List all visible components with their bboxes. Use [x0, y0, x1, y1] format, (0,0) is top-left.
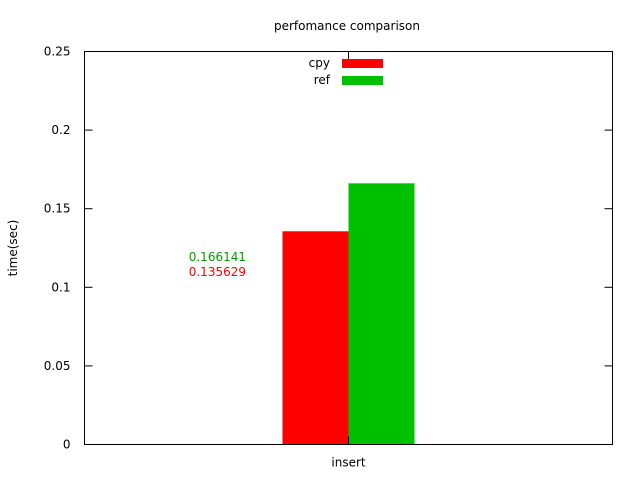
- legend-label-cpy: cpy: [309, 56, 330, 70]
- y-tick-label: 0.05: [44, 359, 71, 373]
- y-tick-label: 0.2: [51, 123, 70, 137]
- legend: cpy ref: [309, 56, 383, 87]
- bar-cpy: [282, 231, 349, 445]
- bars: [282, 183, 415, 445]
- value-annotation: 0.166141: [189, 250, 246, 264]
- value-annotation: 0.135629: [189, 265, 246, 279]
- bar-ref: [348, 183, 415, 445]
- x-axis: insert: [331, 51, 366, 470]
- legend-swatch-ref: [342, 76, 383, 85]
- legend-swatch-cpy: [342, 59, 383, 68]
- plot-frame: [84, 51, 613, 445]
- y-axis: 0 0.05 0.1 0.15 0.2 0.25: [44, 45, 613, 452]
- legend-label-ref: ref: [314, 73, 331, 87]
- y-tick-label: 0: [63, 438, 71, 452]
- y-tick-label: 0.25: [44, 45, 71, 59]
- chart-title: perfomance comparison: [274, 19, 420, 33]
- y-tick-label: 0.15: [44, 202, 71, 216]
- x-tick-label: insert: [331, 456, 366, 470]
- y-axis-label: time(sec): [6, 220, 20, 277]
- y-tick-label: 0.1: [51, 280, 70, 294]
